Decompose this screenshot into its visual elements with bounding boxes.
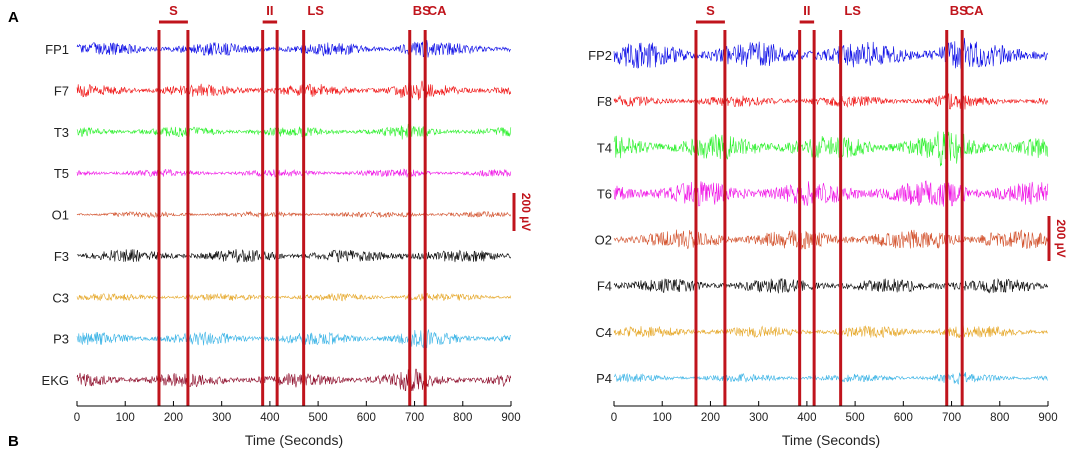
x-tick-label-100: 100: [116, 412, 135, 424]
panel-b-label: B: [8, 433, 19, 450]
scale-bar-label: 200 µV: [1054, 219, 1068, 257]
channel-label-o2: O2: [595, 233, 612, 248]
trace-o1: [76, 210, 512, 219]
channel-label-p3: P3: [53, 332, 69, 347]
trace-t3: [76, 123, 512, 140]
x-tick-label-500: 500: [846, 412, 865, 424]
trace-t4: [613, 131, 1049, 167]
channel-label-t5: T5: [54, 166, 69, 181]
x-axis-title: Time (Seconds): [245, 432, 343, 448]
x-tick-label-800: 800: [453, 412, 472, 424]
x-tick-label-900: 900: [1038, 412, 1057, 424]
marker-label-bs: BS: [950, 3, 968, 18]
x-tick-label-900: 900: [501, 412, 520, 424]
trace-c3: [76, 292, 512, 302]
channel-label-f4: F4: [597, 279, 612, 294]
x-tick-label-200: 200: [701, 412, 720, 424]
trace-f7: [76, 80, 512, 101]
x-tick-label-400: 400: [260, 412, 279, 424]
channel-label-t6: T6: [597, 186, 612, 201]
x-tick-label-800: 800: [990, 412, 1009, 424]
trace-f3: [76, 249, 512, 264]
x-tick-label-700: 700: [942, 412, 961, 424]
scale-bar-label: 200 µV: [519, 193, 533, 231]
channel-label-o1: O1: [52, 208, 69, 223]
channel-label-p4: P4: [596, 371, 612, 386]
x-tick-label-0: 0: [611, 412, 617, 424]
panel-a-label: A: [8, 9, 19, 26]
x-axis-title: Time (Seconds): [782, 432, 880, 448]
channel-label-ekg: EKG: [42, 373, 69, 388]
marker-label-ls: LS: [307, 3, 324, 18]
channel-label-t4: T4: [597, 140, 612, 155]
marker-label-ii: II: [266, 3, 273, 18]
marker-label-ca: CA: [965, 3, 984, 18]
channel-label-c3: C3: [52, 290, 69, 305]
x-tick-label-300: 300: [212, 412, 231, 424]
x-tick-label-600: 600: [357, 412, 376, 424]
channel-label-fp2: FP2: [588, 48, 612, 63]
trace-fp1: [76, 40, 511, 58]
x-tick-label-400: 400: [797, 412, 816, 424]
x-tick-label-600: 600: [894, 412, 913, 424]
x-tick-label-500: 500: [309, 412, 328, 424]
trace-p4: [613, 372, 1048, 385]
trace-p3: [76, 328, 511, 349]
channel-label-f3: F3: [54, 249, 69, 264]
channel-label-c4: C4: [595, 325, 612, 340]
channel-label-fp1: FP1: [45, 42, 69, 57]
trace-f8: [613, 92, 1049, 110]
marker-label-ca: CA: [428, 3, 447, 18]
marker-label-ii: II: [803, 3, 810, 18]
x-tick-label-300: 300: [749, 412, 768, 424]
x-tick-label-100: 100: [653, 412, 672, 424]
x-tick-label-200: 200: [164, 412, 183, 424]
trace-c4: [613, 324, 1048, 339]
trace-fp2: [613, 37, 1049, 72]
x-tick-label-700: 700: [405, 412, 424, 424]
channel-label-t3: T3: [54, 125, 69, 140]
trace-o2: [613, 229, 1049, 250]
marker-label-s: S: [169, 3, 178, 18]
trace-t5: [76, 168, 512, 178]
channel-label-f7: F7: [54, 83, 69, 98]
marker-label-s: S: [706, 3, 715, 18]
channel-label-f8: F8: [597, 94, 612, 109]
trace-ekg: [76, 368, 512, 392]
marker-label-ls: LS: [844, 3, 861, 18]
trace-f4: [613, 277, 1049, 294]
trace-t6: [613, 180, 1049, 207]
x-tick-label-0: 0: [74, 412, 80, 424]
marker-label-bs: BS: [413, 3, 431, 18]
